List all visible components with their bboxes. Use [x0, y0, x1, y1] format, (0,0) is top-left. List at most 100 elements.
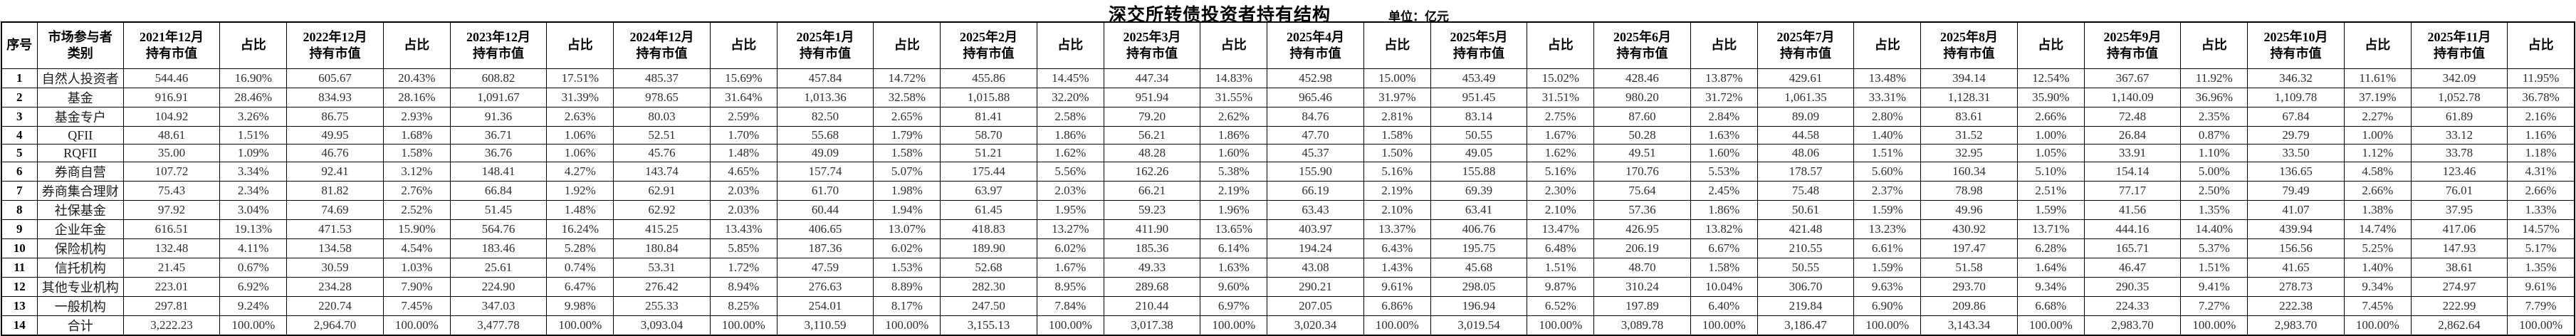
cell-ratio: 8.89% — [873, 277, 941, 297]
header-value-13: 2025年10月 持有市值 — [2247, 21, 2345, 69]
cell-value: 51.45 — [449, 200, 548, 220]
cell-ratio: 11.95% — [2507, 68, 2575, 88]
cell-value: 197.47 — [1920, 238, 2018, 258]
cell-value: 79.20 — [1103, 107, 1201, 127]
header-ratio-6: 占比 — [1200, 21, 1268, 69]
cell-ratio: 1.33% — [2507, 200, 2575, 220]
header-ratio-9: 占比 — [1690, 21, 1758, 69]
header-ratio-7: 占比 — [1363, 21, 1431, 69]
cell-value: 82.50 — [776, 107, 874, 127]
cell-value: 207.05 — [1267, 296, 1364, 316]
cell-value: 75.43 — [122, 181, 221, 201]
cell-ratio: 1.96% — [1200, 200, 1268, 220]
cell-ratio: 15.00% — [1363, 68, 1431, 88]
cell-value: 46.76 — [286, 144, 384, 162]
cell-ratio: 13.48% — [1853, 68, 1922, 88]
cell-ratio: 2.35% — [2180, 107, 2248, 127]
cell-no: 5 — [1, 144, 38, 162]
cell-value: 183.46 — [449, 238, 548, 258]
cell-ratio: 1.68% — [382, 126, 451, 145]
cell-ratio: 7.84% — [1036, 296, 1104, 316]
cell-value: 421.48 — [1756, 219, 1855, 239]
cell-value: 41.65 — [2247, 258, 2345, 278]
cell-ratio: 1.62% — [1527, 144, 1595, 162]
cell-value: 195.75 — [1430, 238, 1528, 258]
cell-ratio: 7.90% — [382, 277, 451, 297]
cell-value: 74.69 — [286, 200, 384, 220]
cell-ratio: 5.17% — [2507, 238, 2575, 258]
cell-value: 3,020.34 — [1267, 315, 1364, 336]
header-value-7: 2025年4月 持有市值 — [1267, 21, 1364, 69]
cell-value: 147.93 — [2410, 238, 2508, 258]
cell-value: 50.61 — [1756, 200, 1855, 220]
cell-ratio: 15.90% — [382, 219, 451, 239]
cell-ratio: 10.04% — [1690, 277, 1758, 297]
cell-value: 75.64 — [1593, 181, 1691, 201]
cell-value: 447.34 — [1103, 68, 1201, 88]
cell-value: 75.48 — [1756, 181, 1855, 201]
cell-ratio: 0.67% — [219, 258, 288, 278]
cell-value: 453.49 — [1430, 68, 1528, 88]
cell-ratio: 2.10% — [1527, 200, 1595, 220]
table-row: 8 社保基金 97.92 3.04% 74.69 2.52% 51.45 1.48% 62.92… — [1, 200, 2575, 220]
cell-ratio: 2.45% — [1690, 181, 1758, 201]
cell-value: 180.84 — [613, 238, 711, 258]
cell-value: 36.71 — [449, 126, 548, 145]
cell-ratio: 2.65% — [873, 107, 941, 127]
cell-value: 48.06 — [1756, 144, 1855, 162]
table-row: 7 券商集合理财 75.43 2.34% 81.82 2.76% 66.84 1.92% 62.… — [1, 181, 2575, 201]
cell-value: 45.37 — [1267, 144, 1364, 162]
cell-value: 155.88 — [1430, 162, 1528, 182]
cell-value: 48.70 — [1593, 258, 1691, 278]
header-value-6: 2025年3月 持有市值 — [1103, 21, 1201, 69]
cell-ratio: 4.31% — [2507, 162, 2575, 182]
cell-value: 2,983.70 — [2083, 315, 2182, 336]
header-value-3: 2024年12月 持有市值 — [613, 21, 711, 69]
cell-category: 自然人投资者 — [36, 68, 124, 88]
cell-ratio: 1.48% — [709, 144, 777, 162]
cell-value: 189.90 — [940, 238, 1037, 258]
cell-ratio: 13.47% — [1527, 219, 1595, 239]
cell-value: 298.05 — [1430, 277, 1528, 297]
cell-value: 471.53 — [286, 219, 384, 239]
header-value-5: 2025年2月 持有市值 — [940, 21, 1037, 69]
cell-value: 403.97 — [1267, 219, 1364, 239]
holdings-table: 序号 市场参与者 类别 2021年12月 持有市值 占比 2022年12月 持有市值 占比 202… — [1, 21, 2575, 336]
cell-value: 78.98 — [1920, 181, 2018, 201]
cell-value: 310.24 — [1593, 277, 1691, 297]
cell-value: 1,052.78 — [2410, 88, 2508, 107]
cell-ratio: 2.03% — [709, 181, 777, 201]
cell-ratio: 5.53% — [1690, 162, 1758, 182]
cell-value: 52.51 — [613, 126, 711, 145]
cell-ratio: 1.48% — [546, 200, 614, 220]
page-title: 深交所转债投资者持有结构 — [1108, 6, 1331, 25]
cell-ratio: 1.35% — [2180, 200, 2248, 220]
cell-ratio: 1.43% — [1363, 258, 1431, 278]
table-row: 4 QFII 48.61 1.51% 49.95 1.68% 36.71 1.06% 52.51… — [1, 126, 2575, 145]
cell-ratio: 6.02% — [873, 238, 941, 258]
cell-value: 916.91 — [122, 88, 221, 107]
cell-no: 2 — [1, 88, 38, 107]
cell-category: 信托机构 — [36, 258, 124, 278]
cell-ratio: 2.63% — [546, 107, 614, 127]
cell-value: 51.58 — [1920, 258, 2018, 278]
cell-ratio: 1.09% — [219, 144, 288, 162]
cell-value: 49.95 — [286, 126, 384, 145]
cell-ratio: 2.62% — [1200, 107, 1268, 127]
cell-value: 444.16 — [2083, 219, 2182, 239]
header-ratio-13: 占比 — [2343, 21, 2412, 69]
cell-value: 49.51 — [1593, 144, 1691, 162]
cell-value: 136.65 — [2247, 162, 2345, 182]
cell-value: 978.65 — [613, 88, 711, 107]
cell-ratio: 5.25% — [2343, 238, 2412, 258]
cell-no: 11 — [1, 258, 38, 278]
cell-value: 3,143.34 — [1920, 315, 2018, 336]
cell-ratio: 5.60% — [1853, 162, 1922, 182]
cell-ratio: 1.53% — [873, 258, 941, 278]
cell-category: 券商集合理财 — [36, 181, 124, 201]
cell-value: 254.01 — [776, 296, 874, 316]
cell-value: 156.56 — [2247, 238, 2345, 258]
cell-category: QFII — [36, 126, 124, 145]
cell-ratio: 100.00% — [382, 315, 451, 336]
cell-ratio: 1.06% — [546, 144, 614, 162]
